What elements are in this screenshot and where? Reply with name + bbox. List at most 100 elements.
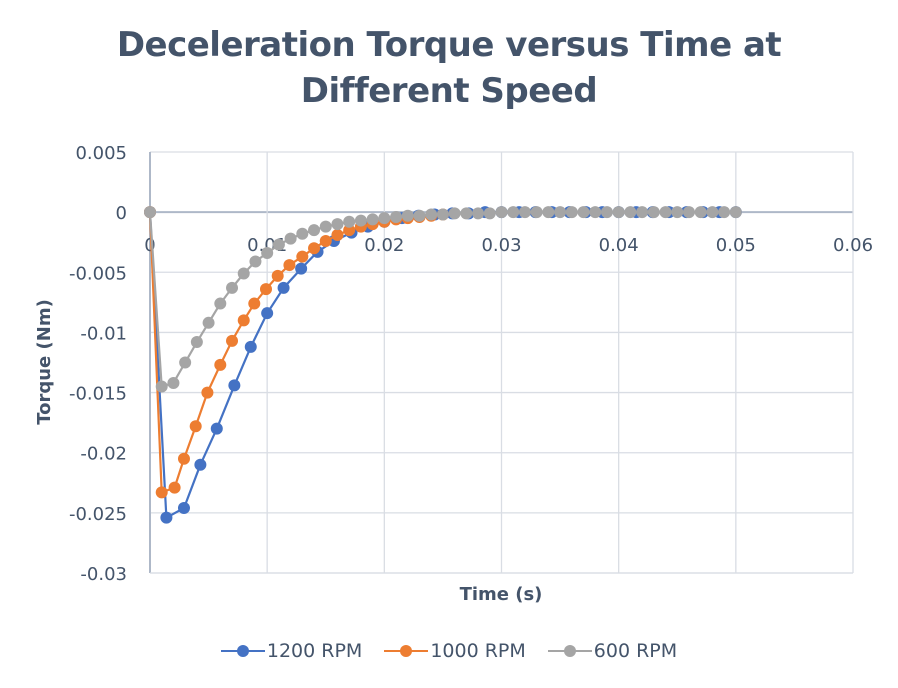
data-point[interactable] [354,214,367,227]
data-point[interactable] [378,212,391,225]
data-point[interactable] [343,224,356,237]
data-point[interactable] [249,255,262,268]
data-point[interactable] [308,242,321,255]
data-point[interactable] [210,422,223,435]
data-point[interactable] [729,206,742,219]
data-point[interactable] [331,228,344,241]
data-point[interactable] [483,207,496,220]
data-point[interactable] [565,206,578,219]
data-point[interactable] [448,207,461,220]
series-1200-rpm [144,206,742,524]
data-point[interactable] [261,247,274,260]
data-point[interactable] [647,206,660,219]
data-point[interactable] [507,206,520,219]
data-point[interactable] [495,206,508,219]
data-point[interactable] [612,206,625,219]
chart-title-line-1: Deceleration Torque versus Time at [116,25,782,65]
data-point[interactable] [366,213,379,226]
data-point[interactable] [214,297,227,310]
data-point[interactable] [167,376,180,389]
data-point[interactable] [179,356,192,369]
data-point[interactable] [177,452,190,465]
data-point[interactable] [343,215,356,228]
data-point[interactable] [284,232,297,245]
data-point[interactable] [600,206,613,219]
data-point[interactable] [295,262,308,275]
data-point[interactable] [261,307,274,320]
gridlines [149,151,854,574]
data-point[interactable] [194,458,207,471]
legend-item-1200-rpm[interactable]: 1200 RPM [220,640,362,662]
data-point[interactable] [296,227,309,240]
data-point[interactable] [319,235,332,248]
data-point[interactable] [401,209,414,222]
data-point[interactable] [518,206,531,219]
data-point[interactable] [671,206,684,219]
data-point[interactable] [589,206,602,219]
x-tick-label: 0.05 [716,235,756,256]
data-point[interactable] [228,379,241,392]
data-point[interactable] [201,386,214,399]
legend-marker-1000-rpm-icon [384,645,429,657]
data-point[interactable] [144,206,156,219]
data-point[interactable] [577,206,590,219]
data-point[interactable] [168,481,181,494]
y-tick-label: -0.025 [69,504,127,525]
data-series [144,206,742,524]
y-tick-label: -0.02 [80,444,127,465]
data-point[interactable] [460,207,473,220]
x-axis-title: Time (s) [460,584,543,605]
y-tick-label: 0.005 [75,143,127,164]
data-point[interactable] [189,420,202,433]
data-point[interactable] [706,206,719,219]
data-point[interactable] [277,281,290,294]
y-tick-label: 0 [116,203,127,224]
data-point[interactable] [390,210,403,223]
legend-item-600-rpm[interactable]: 600 RPM [547,640,678,662]
data-point[interactable] [214,358,227,371]
data-point[interactable] [160,511,173,524]
data-point[interactable] [237,267,250,280]
data-point[interactable] [718,206,731,219]
x-tick-label: 0 [144,235,155,256]
data-point[interactable] [244,340,257,353]
data-point[interactable] [542,206,555,219]
legend-marker-1200-rpm-icon [220,645,265,657]
data-point[interactable] [248,297,261,310]
data-point[interactable] [682,206,695,219]
data-point[interactable] [624,206,637,219]
data-point[interactable] [413,209,426,222]
y-axis-title: Torque (Nm) [34,299,55,425]
data-point[interactable] [331,218,344,231]
data-point[interactable] [308,224,321,237]
data-point[interactable] [283,259,296,272]
data-point[interactable] [155,486,168,499]
data-point[interactable] [177,502,190,515]
data-point[interactable] [202,316,215,329]
data-point[interactable] [694,206,707,219]
data-point[interactable] [155,380,168,393]
y-tick-label: -0.015 [69,384,127,405]
data-point[interactable] [237,314,250,327]
chart-title-line-2: Different Speed [300,71,598,111]
x-tick-label: 0.03 [481,235,521,256]
data-point[interactable] [436,208,449,221]
data-point[interactable] [319,220,332,233]
data-point[interactable] [271,269,284,282]
data-point[interactable] [472,207,485,220]
data-point[interactable] [226,334,239,347]
legend-label: 600 RPM [593,640,678,662]
legend-item-1000-rpm[interactable]: 1000 RPM [384,640,526,662]
data-point[interactable] [636,206,649,219]
data-point[interactable] [190,336,203,349]
data-point[interactable] [554,206,567,219]
y-tick-label: -0.005 [69,263,127,284]
data-point[interactable] [530,206,543,219]
data-point[interactable] [259,283,272,296]
data-point[interactable] [296,250,309,263]
data-point[interactable] [425,208,438,221]
data-point[interactable] [226,281,239,294]
data-point[interactable] [659,206,672,219]
data-point[interactable] [272,238,285,251]
